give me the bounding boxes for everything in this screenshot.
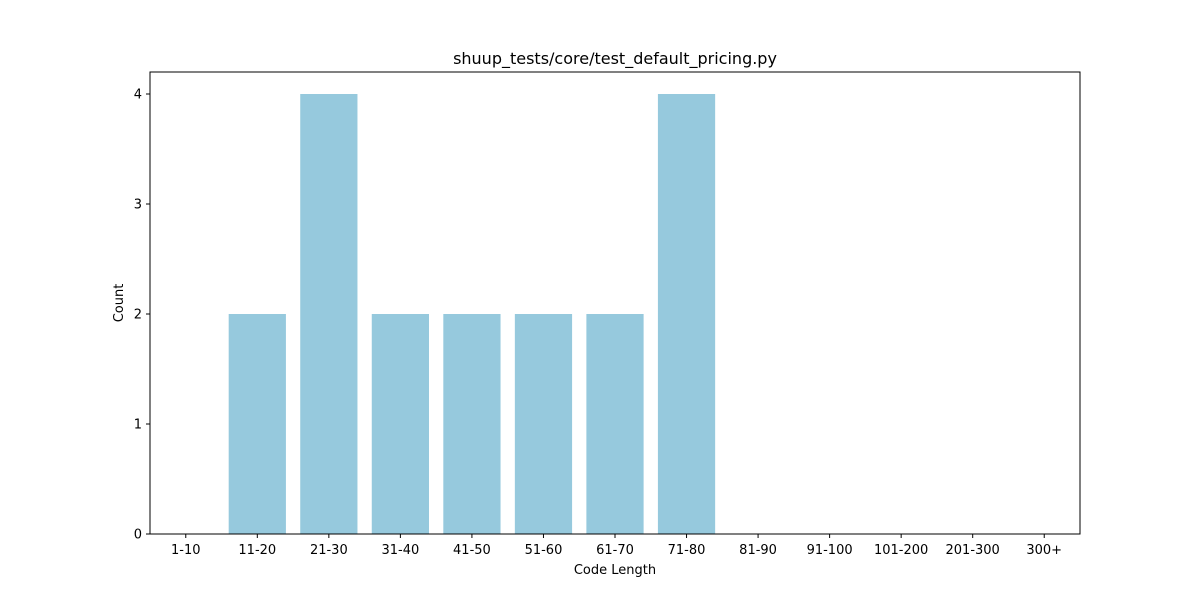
x-axis-ticks: 1-10 11-20 21-30 31-40 41-50 51-60 61-70 71-80 8… [171, 534, 1062, 558]
bar-61-70 [586, 314, 644, 534]
x-tick-label: 11-20 [238, 543, 276, 558]
bar-71-80 [657, 94, 716, 534]
x-tick-label: 71-80 [668, 543, 706, 558]
x-tick-label: 81-90 [739, 543, 777, 558]
bar-41-50 [443, 314, 501, 534]
bar-31-40 [371, 314, 429, 534]
y-axis-ticks: 0 1 2 3 4 [134, 88, 150, 543]
x-tick-label: 101-200 [874, 543, 928, 558]
x-axis-label: Code Length [574, 563, 656, 578]
bar-21-30 [300, 94, 358, 534]
bars-layer [228, 94, 716, 534]
x-tick-label: 1-10 [171, 543, 201, 558]
y-axis-label: Count [112, 284, 127, 323]
y-tick-label: 3 [134, 198, 142, 213]
y-tick-label: 4 [134, 88, 142, 103]
x-tick-label: 41-50 [453, 543, 491, 558]
y-tick-label: 2 [134, 308, 142, 323]
x-tick-label: 300+ [1026, 543, 1062, 558]
x-tick-label: 61-70 [596, 543, 634, 558]
x-tick-label: 31-40 [381, 543, 419, 558]
y-tick-label: 0 [134, 528, 142, 543]
x-tick-label: 91-100 [807, 543, 853, 558]
chart-title: shuup_tests/core/test_default_pricing.py [453, 49, 777, 69]
x-tick-label: 201-300 [946, 543, 1000, 558]
bar-51-60 [514, 314, 573, 534]
x-tick-label: 21-30 [310, 543, 348, 558]
y-tick-label: 1 [134, 418, 142, 433]
x-tick-label: 51-60 [525, 543, 563, 558]
bar-11-20 [228, 314, 286, 534]
plot-frame [149, 71, 1081, 535]
